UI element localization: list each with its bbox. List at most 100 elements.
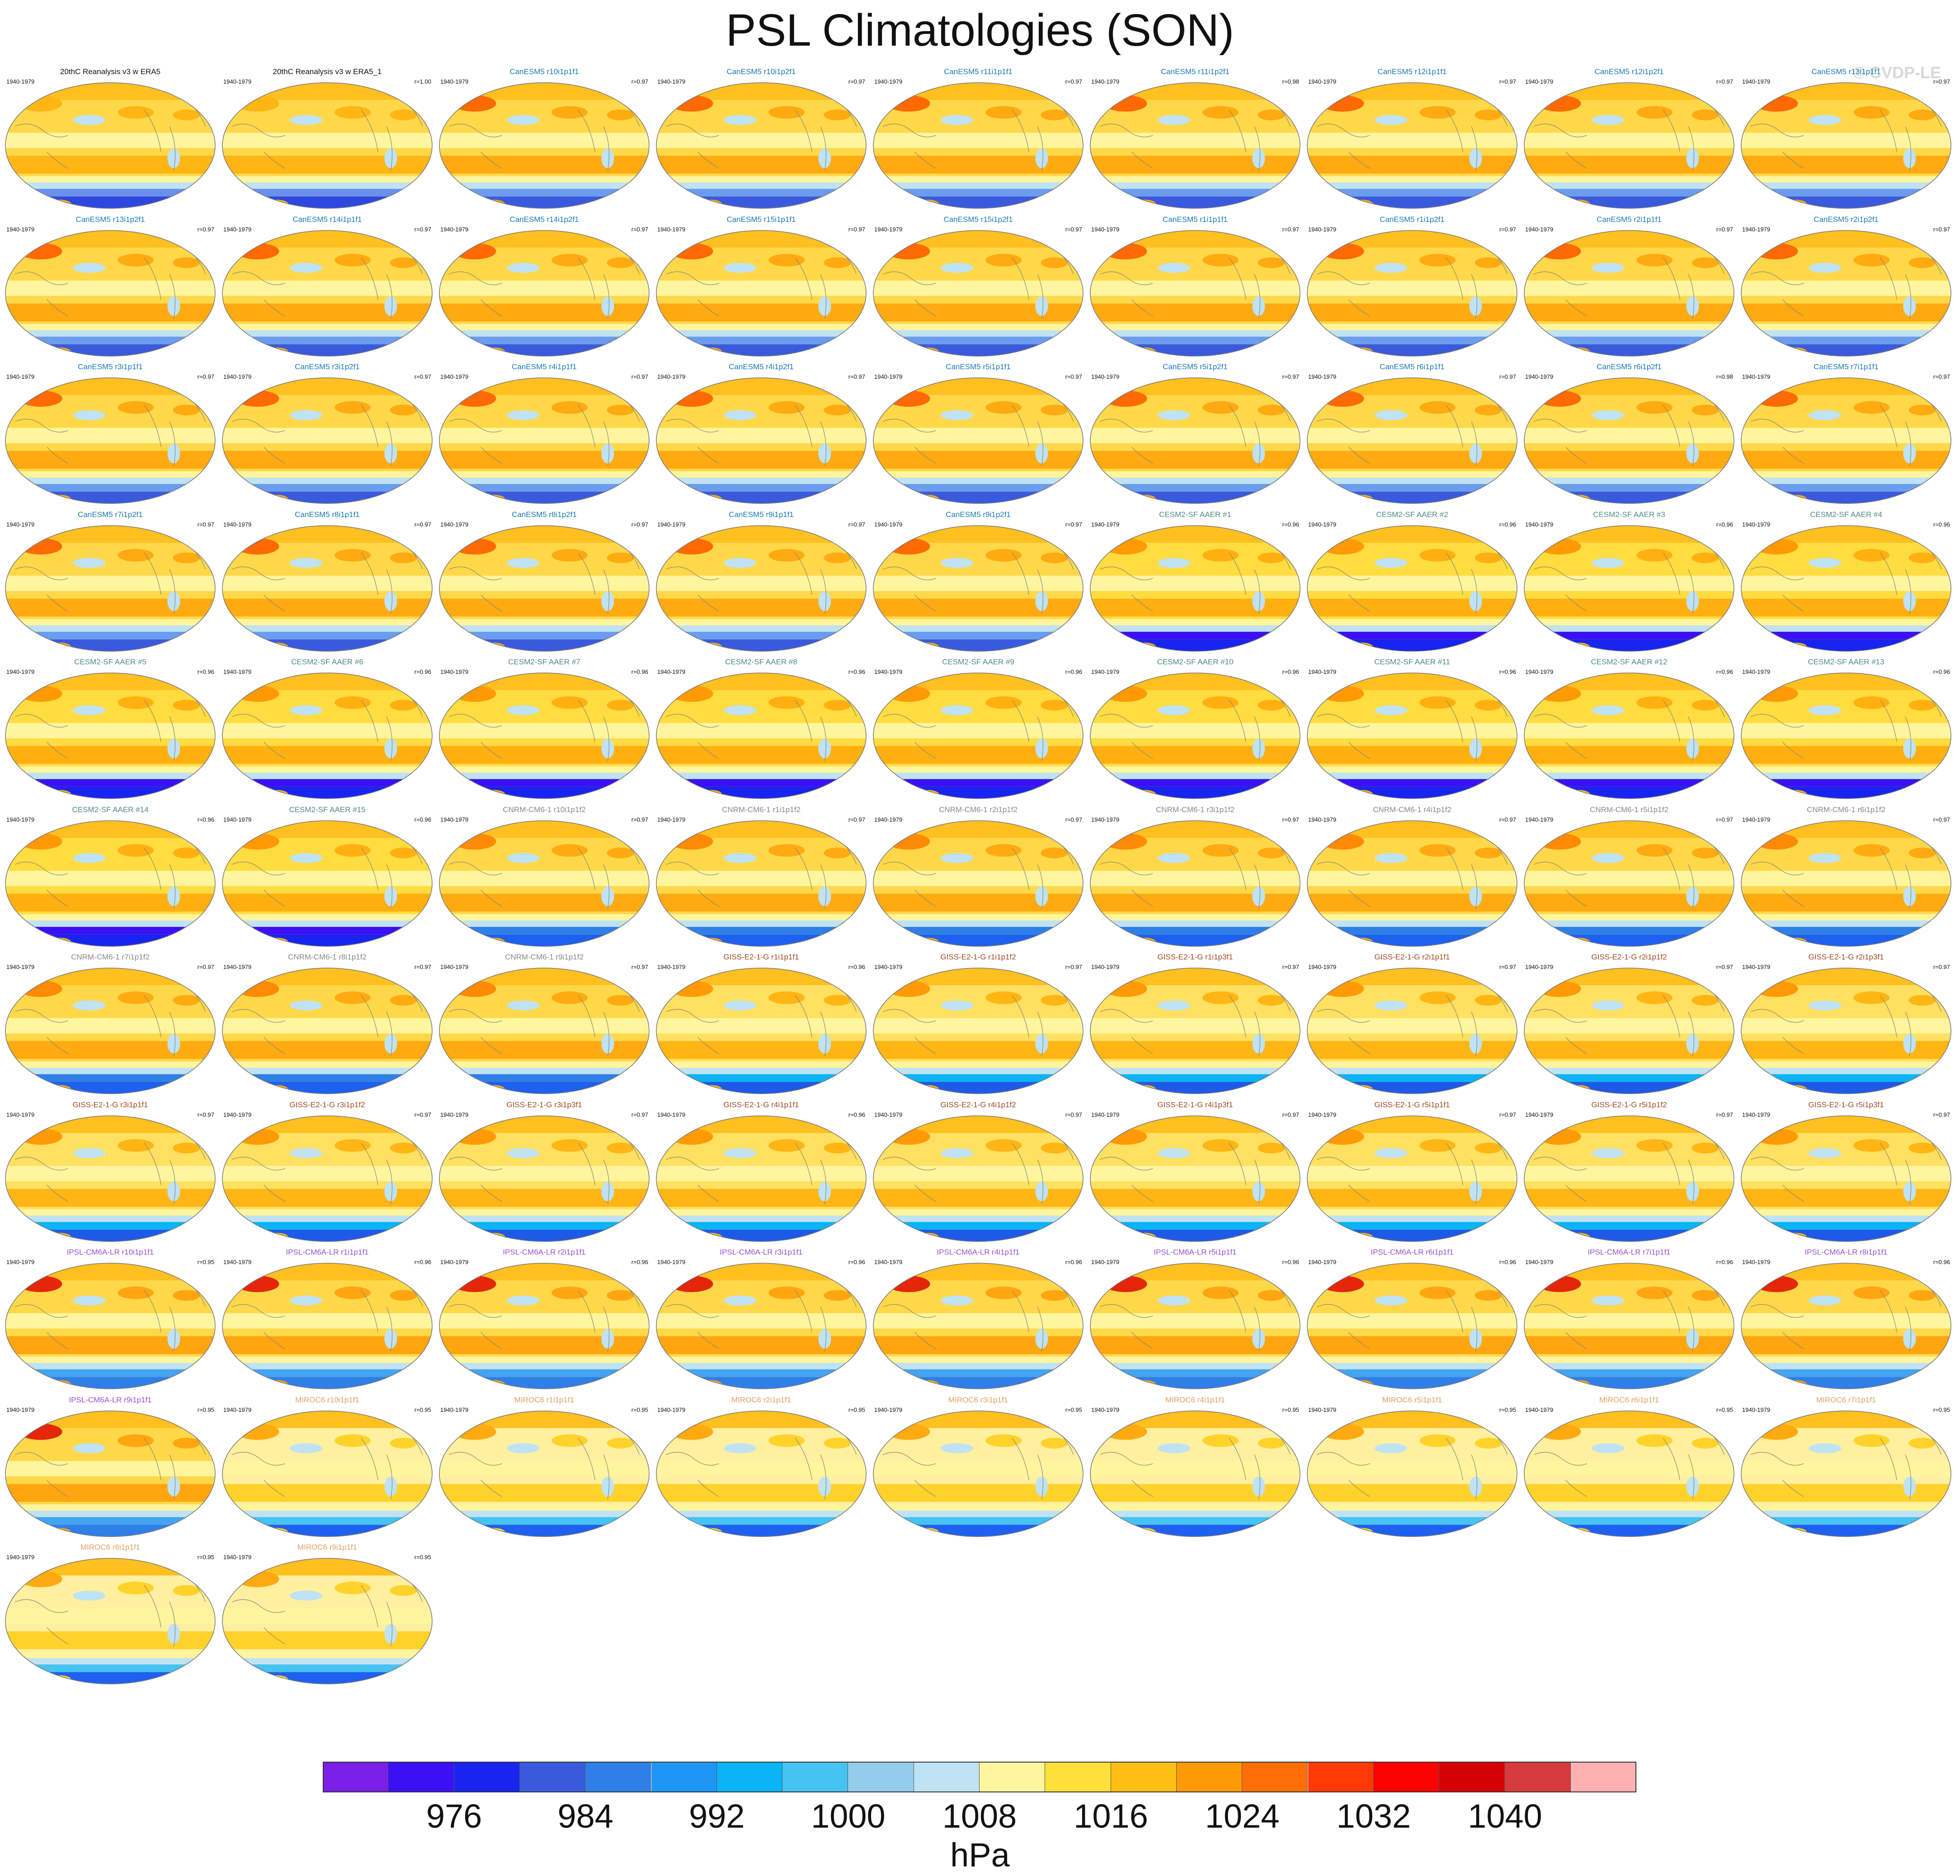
psl-africa-low xyxy=(601,296,614,316)
psl-north-pacific-high xyxy=(1419,106,1456,119)
psl-africa-low xyxy=(1903,886,1916,906)
map-outline xyxy=(873,377,1084,504)
psl-subtropical-high-band xyxy=(1307,1189,1517,1207)
psl-storm-track-band xyxy=(1524,477,1734,484)
psl-arctic-band xyxy=(439,378,649,395)
panel-years: 1940-1979 xyxy=(1525,668,1554,675)
psl-subtropical-high-band xyxy=(1307,1336,1517,1354)
psl-antarctic-high xyxy=(264,347,288,356)
psl-map xyxy=(1090,820,1300,947)
coastline xyxy=(666,691,857,762)
panel-title: CanESM5 r11i1p1f1 xyxy=(944,67,1013,76)
psl-aleutian-low xyxy=(1375,1443,1408,1453)
psl-aleutian-low xyxy=(290,853,323,863)
psl-antarctic-high xyxy=(698,1232,722,1241)
psl-north-pacific-high xyxy=(1419,401,1456,414)
psl-africa-low xyxy=(1903,1034,1916,1054)
psl-map xyxy=(222,672,433,799)
psl-africa-low xyxy=(1903,591,1916,611)
psl-arctic-band xyxy=(873,1115,1083,1133)
psl-storm-track-band xyxy=(5,1363,215,1369)
psl-africa-low xyxy=(1252,148,1265,169)
psl-midlat-band xyxy=(439,1061,649,1068)
panel-correlation: r=0.97 xyxy=(1065,816,1082,823)
psl-north-pacific-high xyxy=(551,1434,588,1447)
psl-arctic-band xyxy=(1090,230,1300,248)
panel-correlation: r=0.97 xyxy=(631,226,648,233)
psl-antarctic-low-band xyxy=(439,1377,649,1389)
psl-equatorial-band xyxy=(873,132,1083,148)
psl-map xyxy=(1524,1263,1734,1389)
panel-correlation: r=0.97 xyxy=(1499,964,1516,970)
map-panel: MIROC6 r2i1p1f1 1940-1979 r=0.95 xyxy=(655,1393,868,1540)
psl-map xyxy=(1524,1115,1734,1242)
psl-antarctic-low-band xyxy=(1090,196,1300,208)
panel-correlation: r=0.97 xyxy=(197,1111,214,1118)
psl-storm-track-band xyxy=(1307,772,1517,779)
psl-siberian-high xyxy=(1103,1423,1147,1440)
psl-midlat-band xyxy=(656,471,866,478)
psl-map xyxy=(439,1115,650,1242)
psl-low-band xyxy=(1741,631,1951,639)
psl-equatorial-band xyxy=(656,575,866,591)
map-outline xyxy=(1307,82,1517,209)
psl-low-band xyxy=(656,336,866,344)
psl-africa-low xyxy=(167,886,180,906)
map-panel: MIROC6 r5i1p1f1 1940-1979 r=0.95 xyxy=(1305,1393,1519,1540)
psl-storm-track-band xyxy=(1090,477,1300,484)
psl-aleutian-low xyxy=(1592,1000,1625,1011)
psl-africa-low xyxy=(384,1476,397,1496)
panel-correlation: r=0.96 xyxy=(848,964,865,970)
panel-correlation: r=0.97 xyxy=(1499,226,1516,233)
psl-antarctic-low-band xyxy=(222,1524,432,1537)
psl-north-pacific-high xyxy=(1853,1286,1890,1299)
psl-low-band xyxy=(222,1074,432,1082)
psl-siberian-high xyxy=(1754,95,1798,112)
psl-subtropical-high-band xyxy=(1090,1336,1300,1354)
psl-siberian-high xyxy=(1320,833,1364,850)
psl-north-pacific-high xyxy=(118,1139,154,1152)
psl-aleutian-low xyxy=(724,1295,757,1306)
psl-siberian-high xyxy=(669,833,713,850)
psl-midlat-band xyxy=(5,176,215,183)
panel-title: CanESM5 r14i1p1f1 xyxy=(292,215,362,224)
psl-storm-track-band xyxy=(656,330,866,337)
psl-map xyxy=(656,82,867,209)
psl-aleutian-low xyxy=(724,410,757,420)
psl-subtropical-high-band xyxy=(439,1336,649,1354)
panel-years: 1940-1979 xyxy=(6,521,35,528)
psl-midlat-band xyxy=(222,1356,432,1363)
panel-title: IPSL-CM6A-LR r2i1p1f1 xyxy=(503,1248,586,1256)
psl-north-pacific-high xyxy=(551,1286,588,1299)
psl-equatorial-band xyxy=(1090,132,1300,148)
map-panel: GISS-E2-1-G r2i1p1f1 1940-1979 r=0.97 xyxy=(1305,950,1519,1097)
panel-years: 1940-1979 xyxy=(223,521,252,528)
panel-title: CanESM5 r15i1p2f1 xyxy=(943,215,1013,224)
psl-storm-track-band xyxy=(873,625,1083,632)
psl-equatorial-band xyxy=(1090,1018,1300,1034)
psl-north-pacific-high xyxy=(335,991,371,1004)
map-outline xyxy=(1307,968,1517,1094)
panel-correlation: r=0.96 xyxy=(414,1259,431,1265)
map-outline xyxy=(656,1115,867,1242)
colorbar-tick-label: 1032 xyxy=(1336,1797,1411,1835)
psl-antarctic-low-band xyxy=(1307,1524,1517,1537)
panel-correlation: r=0.96 xyxy=(197,816,214,823)
psl-siberian-high xyxy=(886,95,930,112)
psl-subtropical-high-band xyxy=(1524,893,1734,912)
psl-siberian-high xyxy=(236,1423,279,1440)
psl-equatorial-band xyxy=(1307,280,1517,296)
psl-africa-low xyxy=(1252,738,1265,759)
panel-correlation: r=0.97 xyxy=(1065,521,1082,528)
psl-antarctic-high xyxy=(915,790,939,799)
psl-subtropical-high-band xyxy=(1090,451,1300,469)
map-panel: IPSL-CM6A-LR r7i1p1f1 1940-1979 r=0.96 xyxy=(1522,1245,1736,1392)
coastline xyxy=(449,1281,640,1352)
psl-africa-low xyxy=(1469,591,1482,611)
psl-low-band xyxy=(439,1517,649,1525)
panel-years: 1940-1979 xyxy=(440,964,469,970)
psl-antarctic-high xyxy=(481,494,505,503)
psl-midlat-band xyxy=(439,914,649,921)
panel-years: 1940-1979 xyxy=(223,668,252,675)
psl-siberian-high xyxy=(1754,1128,1798,1145)
